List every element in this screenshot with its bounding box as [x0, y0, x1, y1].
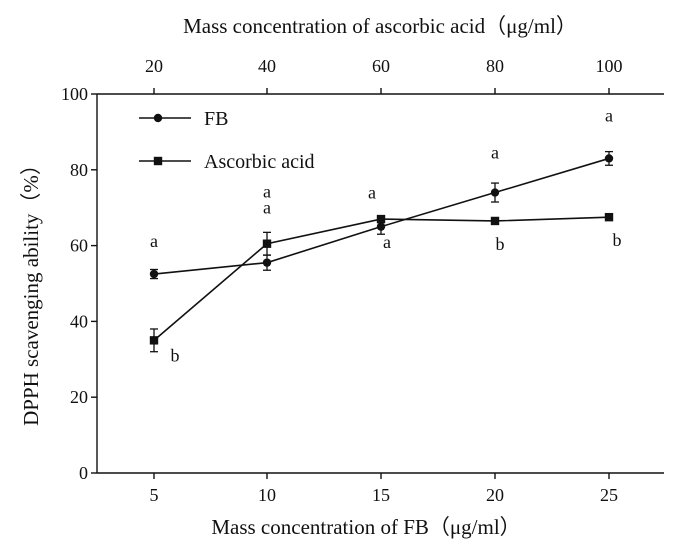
- significance-label: a: [263, 198, 271, 218]
- data-point: [262, 258, 272, 267]
- y-axis-title: DPPH scavenging ability（%）: [19, 154, 43, 426]
- data-point: [149, 269, 159, 279]
- y-tick-label: 0: [79, 463, 88, 483]
- significance-label: b: [496, 234, 505, 254]
- x-tick-label: 15: [372, 485, 390, 505]
- legend-marker: [153, 156, 163, 166]
- x2-axis-title: Mass concentration of ascorbic acid（μg/m…: [183, 14, 577, 38]
- tick-labels: 0 20 40 60 80 100 5 10 15 20 25 20 40 60 80 100: [61, 56, 623, 505]
- x2-tick-label: 20: [145, 56, 163, 76]
- legend-marker: [153, 113, 163, 123]
- series-line: [153, 216, 610, 341]
- significance-label: b: [171, 345, 180, 365]
- y-tick-label: 80: [70, 160, 88, 180]
- axes: [96, 93, 664, 474]
- significance-label: a: [368, 183, 376, 203]
- data-point: [490, 216, 500, 226]
- significance-label: a: [383, 232, 391, 252]
- legend-label: FB: [204, 108, 228, 130]
- x-tick-label: 25: [600, 485, 618, 505]
- x-tick-label: 5: [150, 485, 159, 505]
- series-1: baa b b: [149, 182, 622, 365]
- tick-marks: [91, 88, 610, 479]
- legend: FB Ascorbic acid: [139, 108, 315, 173]
- x-tick-label: 10: [258, 485, 276, 505]
- x2-tick-label: 40: [258, 56, 276, 76]
- data-point: [376, 214, 386, 224]
- y-tick-label: 20: [70, 387, 88, 407]
- data-point: [376, 222, 386, 231]
- y-tick-label: 100: [61, 84, 88, 104]
- significance-label: a: [605, 105, 613, 125]
- y-tick-label: 40: [70, 311, 88, 331]
- x2-tick-label: 80: [486, 56, 504, 76]
- x-axis-title: Mass concentration of FB（μg/ml）: [211, 515, 520, 539]
- x2-tick-label: 100: [596, 56, 623, 76]
- y-tick-label: 60: [70, 236, 88, 256]
- x2-tick-label: 60: [372, 56, 390, 76]
- legend-label: Ascorbic acid: [204, 151, 315, 173]
- significance-label: b: [613, 230, 622, 250]
- data-point: [262, 239, 272, 248]
- significance-label: a: [263, 182, 271, 202]
- data-point: [149, 336, 159, 345]
- data-point: [490, 188, 500, 197]
- data-point: [604, 154, 614, 163]
- x-tick-label: 20: [486, 485, 504, 505]
- data-point: [604, 212, 614, 222]
- significance-label: a: [150, 231, 158, 251]
- significance-label: a: [491, 143, 499, 163]
